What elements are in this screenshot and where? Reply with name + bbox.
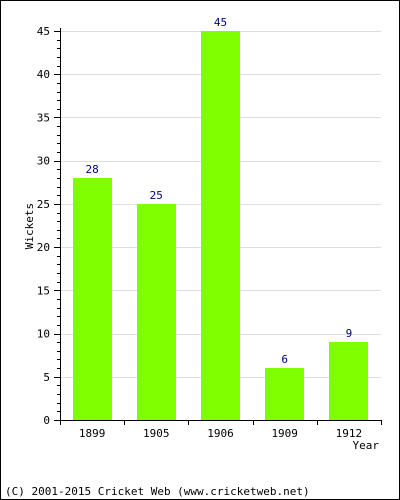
y-tick-label-15: 15 (37, 284, 50, 297)
bar-1899 (73, 178, 112, 420)
y-tick-label-10: 10 (37, 328, 50, 341)
bar-1912 (329, 342, 368, 420)
footer-copyright: (C) 2001-2015 Cricket Web (www.cricketwe… (5, 485, 310, 498)
y-tick-label-25: 25 (37, 198, 50, 211)
y-tick-label-40: 40 (37, 68, 50, 81)
y-tick-label-35: 35 (37, 111, 50, 124)
x-tick-label-1905: 1905 (143, 427, 170, 440)
data-label-1905: 25 (150, 189, 163, 202)
x-tick-label-1906: 1906 (207, 427, 234, 440)
data-label-1906: 45 (214, 16, 227, 29)
data-label-1909: 6 (281, 353, 288, 366)
y-axis-title: Wickets (23, 203, 36, 249)
y-tick-label-5: 5 (43, 371, 50, 384)
axes (54, 28, 382, 425)
y-tick-label-20: 20 (37, 241, 50, 254)
x-tick-label-1899: 1899 (79, 427, 106, 440)
bar-1905 (137, 204, 176, 420)
labels: 28 1899 25 1905 45 1906 6 1909 9 1912 0 5 10 15 20 25 30… (37, 16, 362, 440)
bar-1909 (265, 368, 304, 420)
x-tick-label-1912: 1912 (336, 427, 363, 440)
y-tick-label-0: 0 (43, 414, 50, 427)
data-label-1899: 28 (85, 163, 98, 176)
bar-1906 (201, 31, 240, 420)
x-tick-label-1909: 1909 (271, 427, 298, 440)
bars (73, 31, 368, 420)
data-label-1912: 9 (346, 327, 353, 340)
x-axis-title: Year (353, 439, 380, 452)
y-tick-label-30: 30 (37, 155, 50, 168)
y-tick-label-45: 45 (37, 25, 50, 38)
